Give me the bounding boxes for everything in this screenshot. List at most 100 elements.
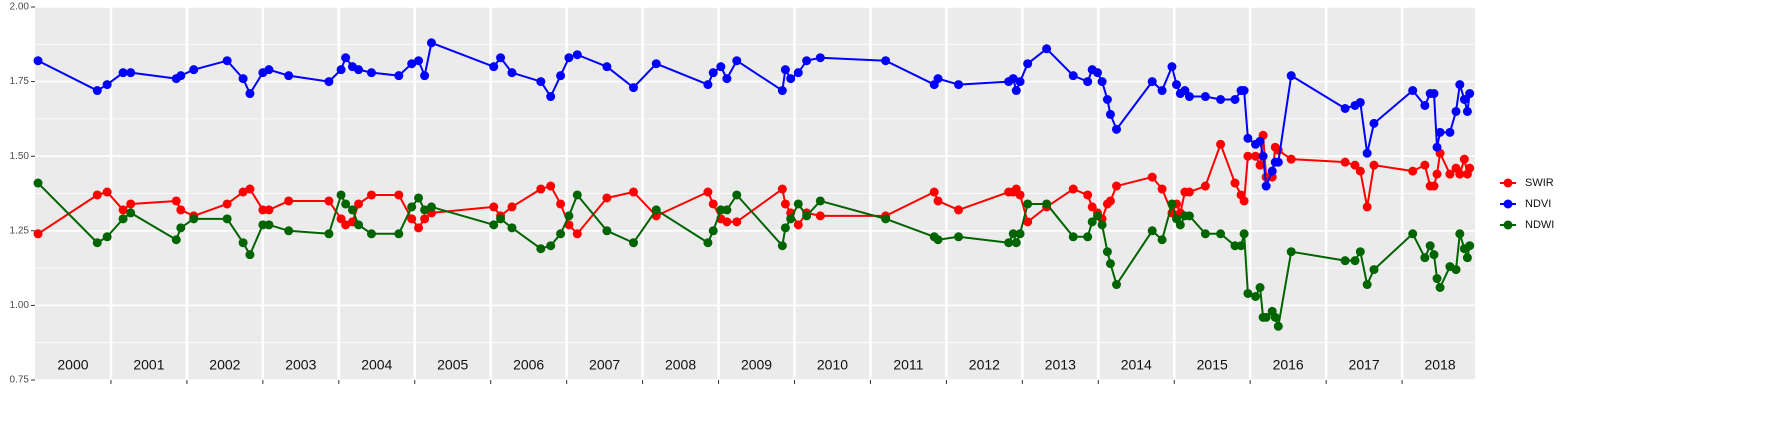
data-point xyxy=(341,53,351,63)
data-point xyxy=(933,235,943,245)
data-point xyxy=(1420,100,1430,110)
data-point xyxy=(1105,259,1115,269)
data-point xyxy=(1362,202,1372,212)
data-point xyxy=(1432,274,1442,284)
data-point xyxy=(1167,199,1177,209)
data-point xyxy=(572,190,582,200)
data-point xyxy=(1083,77,1093,87)
data-point xyxy=(1147,226,1157,236)
data-point xyxy=(1239,229,1249,239)
data-point xyxy=(341,220,351,230)
year-label: 2014 xyxy=(1121,357,1152,373)
y-tick-label: 1.75 xyxy=(10,76,30,87)
data-point xyxy=(394,229,404,239)
data-point xyxy=(1200,92,1210,102)
data-point xyxy=(1435,282,1445,292)
data-point xyxy=(1408,229,1418,239)
data-point xyxy=(1216,229,1226,239)
data-point xyxy=(92,190,102,200)
data-point xyxy=(176,205,186,215)
year-label: 2016 xyxy=(1273,357,1304,373)
year-label: 2012 xyxy=(969,357,1000,373)
data-point xyxy=(1216,139,1226,149)
data-point xyxy=(703,238,713,248)
data-point xyxy=(414,56,424,66)
year-label: 2010 xyxy=(817,357,848,373)
data-point xyxy=(238,187,248,197)
data-point xyxy=(507,68,517,78)
data-point xyxy=(1068,71,1078,81)
year-label: 2011 xyxy=(893,357,923,373)
data-point xyxy=(171,196,181,206)
data-point xyxy=(1112,181,1122,191)
data-point xyxy=(336,190,346,200)
data-point xyxy=(189,214,199,224)
data-point xyxy=(507,202,517,212)
data-point xyxy=(1369,118,1379,128)
data-point xyxy=(426,202,436,212)
data-point xyxy=(1451,265,1461,275)
data-point xyxy=(628,187,638,197)
legend-key-point xyxy=(1503,199,1513,209)
data-point xyxy=(651,59,661,69)
data-point xyxy=(556,199,566,209)
data-point xyxy=(1350,256,1360,266)
data-point xyxy=(407,59,417,69)
data-point xyxy=(1184,187,1194,197)
year-label: 2015 xyxy=(1197,357,1228,373)
data-point xyxy=(1068,232,1078,242)
data-point xyxy=(126,199,136,209)
data-point xyxy=(1112,280,1122,290)
data-point xyxy=(1445,127,1455,137)
data-point xyxy=(222,214,232,224)
data-point xyxy=(793,220,803,230)
data-point xyxy=(394,190,404,200)
data-point xyxy=(264,220,274,230)
data-point xyxy=(1216,95,1226,105)
data-point xyxy=(1011,238,1021,248)
year-label: 2005 xyxy=(437,357,468,373)
data-point xyxy=(420,71,430,81)
data-point xyxy=(264,205,274,215)
data-point xyxy=(407,214,417,224)
y-tick-label: 1.00 xyxy=(10,300,30,311)
data-point xyxy=(954,80,964,90)
data-point xyxy=(1340,256,1350,266)
data-point xyxy=(1008,74,1018,84)
year-label: 2013 xyxy=(1045,357,1076,373)
data-point xyxy=(602,62,612,72)
data-point xyxy=(420,205,430,215)
data-point xyxy=(1432,142,1442,152)
data-point xyxy=(1420,160,1430,170)
data-point xyxy=(1255,282,1265,292)
data-point xyxy=(780,199,790,209)
data-point xyxy=(414,193,424,203)
data-point xyxy=(284,226,294,236)
data-point xyxy=(1184,92,1194,102)
data-point xyxy=(602,226,612,236)
year-label: 2004 xyxy=(361,357,392,373)
data-point xyxy=(496,53,506,63)
data-point xyxy=(245,89,255,99)
data-point xyxy=(777,241,787,251)
data-point xyxy=(33,229,43,239)
data-point xyxy=(1355,247,1365,257)
data-point xyxy=(815,53,825,63)
data-point xyxy=(222,56,232,66)
data-point xyxy=(1112,124,1122,134)
legend-label: NDVI xyxy=(1525,198,1551,210)
data-point xyxy=(1087,202,1097,212)
data-point xyxy=(802,211,812,221)
data-point xyxy=(628,238,638,248)
data-point xyxy=(366,68,376,78)
data-point xyxy=(1455,229,1465,239)
data-point xyxy=(716,62,726,72)
data-point xyxy=(536,184,546,194)
y-tick-label: 0.75 xyxy=(10,375,30,386)
data-point xyxy=(354,199,364,209)
data-point xyxy=(703,80,713,90)
data-point xyxy=(651,205,661,215)
data-point xyxy=(1425,241,1435,251)
data-point xyxy=(1093,68,1103,78)
data-point xyxy=(786,214,796,224)
